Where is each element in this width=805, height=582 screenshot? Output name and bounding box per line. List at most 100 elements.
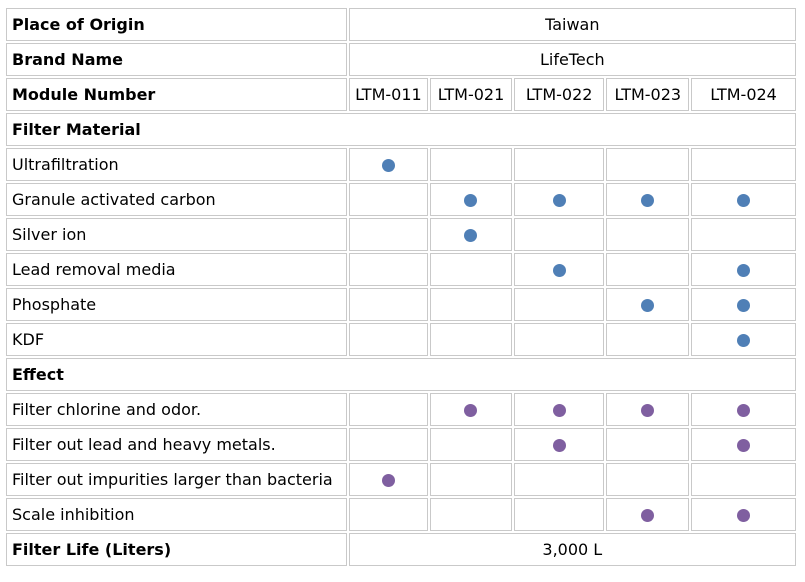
filter-life-label: Filter Life (Liters) xyxy=(6,533,347,566)
mark-cell xyxy=(513,183,605,216)
mark-cell xyxy=(348,148,429,181)
filter-material-item-label: KDF xyxy=(6,323,347,356)
mark-cell xyxy=(348,253,429,286)
mark-cell xyxy=(430,463,512,496)
mark-cell xyxy=(430,148,512,181)
spec-table: Place of Origin Taiwan Brand Name LifeTe… xyxy=(4,6,798,568)
filled-dot-icon xyxy=(464,229,478,242)
mark-cell xyxy=(691,148,796,181)
mark-cell xyxy=(348,183,429,216)
effect-row: Filter out impurities larger than bacter… xyxy=(6,463,796,496)
mark-cell xyxy=(513,253,605,286)
filter-material-item-label: Phosphate xyxy=(6,288,347,321)
filled-dot-icon xyxy=(737,509,751,522)
mark-cell xyxy=(348,393,429,426)
mark-cell xyxy=(606,428,690,461)
mark-cell xyxy=(606,148,690,181)
filled-dot-icon xyxy=(737,299,751,312)
mark-cell xyxy=(606,323,690,356)
mark-cell xyxy=(348,288,429,321)
filled-dot-icon xyxy=(737,439,751,452)
filled-dot-icon xyxy=(737,264,751,277)
filled-dot-icon xyxy=(381,474,395,487)
mark-cell xyxy=(691,428,796,461)
filter-life-row: Filter Life (Liters) 3,000 L xyxy=(6,533,796,566)
mark-cell xyxy=(606,463,690,496)
brand-label: Brand Name xyxy=(6,43,347,76)
filled-dot-icon xyxy=(737,404,751,417)
mark-cell xyxy=(348,463,429,496)
filter-material-item-label: Silver ion xyxy=(6,218,347,251)
filled-dot-icon xyxy=(641,509,655,522)
filled-dot-icon xyxy=(641,404,655,417)
effect-item-label: Filter out lead and heavy metals. xyxy=(6,428,347,461)
mark-cell xyxy=(430,183,512,216)
mark-cell xyxy=(691,288,796,321)
effect-row: Filter chlorine and odor. xyxy=(6,393,796,426)
mark-cell xyxy=(513,218,605,251)
module-row: Module Number LTM-011 LTM-021 LTM-022 LT… xyxy=(6,78,796,111)
effect-item-label: Filter chlorine and odor. xyxy=(6,393,347,426)
filled-dot-icon xyxy=(641,194,655,207)
filter-material-item-label: Ultrafiltration xyxy=(6,148,347,181)
mark-cell xyxy=(348,428,429,461)
module-label: Module Number xyxy=(6,78,347,111)
mark-cell xyxy=(348,498,429,531)
mark-cell xyxy=(606,498,690,531)
filled-dot-icon xyxy=(464,404,478,417)
filter-material-heading-row: Filter Material xyxy=(6,113,796,146)
mark-cell xyxy=(691,183,796,216)
mark-cell xyxy=(430,218,512,251)
filter-material-row: Silver ion xyxy=(6,218,796,251)
filter-life-value: 3,000 L xyxy=(348,533,796,566)
filter-material-item-label: Granule activated carbon xyxy=(6,183,347,216)
mark-cell xyxy=(606,183,690,216)
mark-cell xyxy=(348,218,429,251)
model-ltm-023: LTM-023 xyxy=(606,78,690,111)
mark-cell xyxy=(513,148,605,181)
mark-cell xyxy=(513,323,605,356)
filter-material-row: Lead removal media xyxy=(6,253,796,286)
mark-cell xyxy=(348,323,429,356)
mark-cell xyxy=(513,288,605,321)
filter-material-heading: Filter Material xyxy=(6,113,796,146)
mark-cell xyxy=(606,393,690,426)
effect-row: Scale inhibition xyxy=(6,498,796,531)
model-ltm-022: LTM-022 xyxy=(513,78,605,111)
filled-dot-icon xyxy=(552,404,566,417)
filter-material-row: Phosphate xyxy=(6,288,796,321)
filter-material-row: KDF xyxy=(6,323,796,356)
filter-material-row: Ultrafiltration xyxy=(6,148,796,181)
origin-row: Place of Origin Taiwan xyxy=(6,8,796,41)
model-ltm-021: LTM-021 xyxy=(430,78,512,111)
filled-dot-icon xyxy=(552,439,566,452)
effect-item-label: Scale inhibition xyxy=(6,498,347,531)
spec-table-body: Place of Origin Taiwan Brand Name LifeTe… xyxy=(6,8,796,566)
mark-cell xyxy=(691,323,796,356)
mark-cell xyxy=(430,253,512,286)
effect-heading: Effect xyxy=(6,358,796,391)
mark-cell xyxy=(430,498,512,531)
mark-cell xyxy=(513,463,605,496)
brand-value: LifeTech xyxy=(348,43,796,76)
mark-cell xyxy=(513,498,605,531)
mark-cell xyxy=(606,253,690,286)
filled-dot-icon xyxy=(464,194,478,207)
mark-cell xyxy=(691,463,796,496)
mark-cell xyxy=(430,393,512,426)
filled-dot-icon xyxy=(737,194,751,207)
mark-cell xyxy=(691,218,796,251)
filled-dot-icon xyxy=(641,299,655,312)
effect-item-label: Filter out impurities larger than bacter… xyxy=(6,463,347,496)
filled-dot-icon xyxy=(737,334,751,347)
origin-label: Place of Origin xyxy=(6,8,347,41)
mark-cell xyxy=(691,393,796,426)
effect-row: Filter out lead and heavy metals. xyxy=(6,428,796,461)
mark-cell xyxy=(691,253,796,286)
filled-dot-icon xyxy=(552,264,566,277)
brand-row: Brand Name LifeTech xyxy=(6,43,796,76)
filled-dot-icon xyxy=(552,194,566,207)
model-ltm-024: LTM-024 xyxy=(691,78,796,111)
mark-cell xyxy=(606,218,690,251)
mark-cell xyxy=(513,428,605,461)
